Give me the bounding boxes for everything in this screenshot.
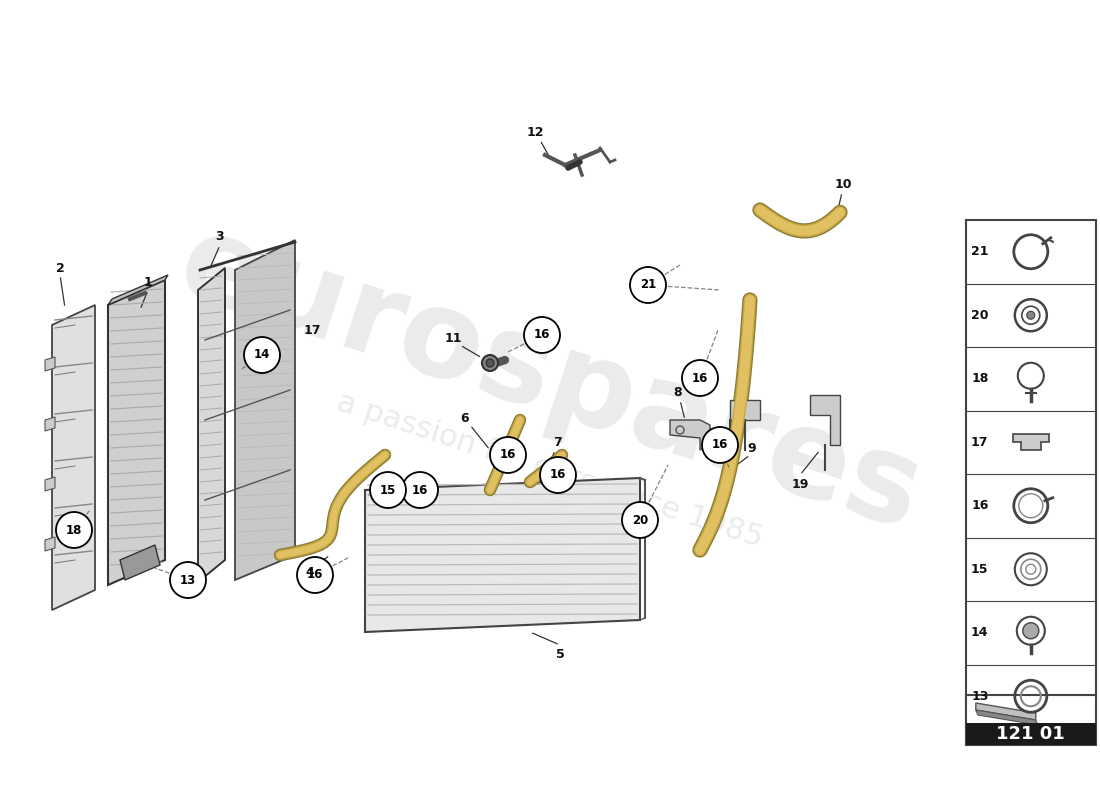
Text: 18: 18 [66, 523, 82, 537]
Text: a passion for cars since 1985: a passion for cars since 1985 [333, 387, 767, 553]
Text: 121 01: 121 01 [997, 725, 1065, 743]
Bar [966, 220, 1096, 728]
Polygon shape [976, 710, 1037, 725]
Text: 18: 18 [971, 372, 989, 386]
Text: 1: 1 [144, 275, 153, 289]
Text: 21: 21 [640, 278, 656, 291]
Polygon shape [45, 477, 55, 491]
Circle shape [524, 317, 560, 353]
Bar [966, 723, 1096, 745]
Polygon shape [45, 537, 55, 551]
Text: 21: 21 [971, 246, 989, 258]
Polygon shape [120, 545, 160, 580]
Circle shape [402, 472, 438, 508]
Text: 12: 12 [526, 126, 543, 138]
Text: 16: 16 [692, 371, 708, 385]
Text: 2: 2 [56, 262, 65, 274]
Text: 20: 20 [631, 514, 648, 526]
Polygon shape [45, 357, 55, 371]
Circle shape [490, 437, 526, 473]
Text: 16: 16 [534, 329, 550, 342]
Polygon shape [976, 703, 1036, 720]
Text: 17: 17 [304, 323, 321, 337]
Text: 17: 17 [971, 436, 989, 449]
Text: 8: 8 [673, 386, 682, 398]
Polygon shape [108, 275, 168, 305]
Circle shape [540, 457, 576, 493]
Text: 16: 16 [971, 499, 989, 512]
Polygon shape [810, 395, 840, 445]
Circle shape [486, 359, 494, 367]
Text: 4: 4 [306, 566, 315, 578]
Polygon shape [45, 417, 55, 431]
Text: 14: 14 [254, 349, 271, 362]
Text: 6: 6 [461, 411, 470, 425]
Circle shape [1023, 622, 1038, 638]
Text: 16: 16 [499, 449, 516, 462]
Circle shape [170, 562, 206, 598]
Text: 13: 13 [180, 574, 196, 586]
Text: 10: 10 [834, 178, 851, 191]
Circle shape [702, 427, 738, 463]
Text: 15: 15 [971, 562, 989, 576]
Circle shape [482, 355, 498, 371]
Text: 5: 5 [556, 649, 564, 662]
Circle shape [56, 512, 92, 548]
Text: 14: 14 [971, 626, 989, 639]
Circle shape [370, 472, 406, 508]
Text: eurospares: eurospares [165, 205, 935, 555]
Text: 16: 16 [550, 469, 566, 482]
Text: 15: 15 [379, 483, 396, 497]
Circle shape [621, 502, 658, 538]
Circle shape [1026, 311, 1035, 319]
Polygon shape [1013, 434, 1048, 450]
Circle shape [682, 360, 718, 396]
Text: 20: 20 [971, 309, 989, 322]
Polygon shape [670, 420, 710, 450]
Text: 9: 9 [748, 442, 757, 454]
Circle shape [297, 557, 333, 593]
Bar [966, 695, 1096, 745]
Polygon shape [108, 280, 165, 585]
Polygon shape [730, 400, 760, 420]
Text: 16: 16 [712, 438, 728, 451]
Text: 16: 16 [411, 483, 428, 497]
Polygon shape [235, 240, 295, 580]
Text: 7: 7 [553, 437, 562, 450]
Text: 16: 16 [307, 569, 323, 582]
Text: 3: 3 [216, 230, 224, 243]
Circle shape [244, 337, 280, 373]
Polygon shape [365, 478, 640, 632]
Circle shape [630, 267, 666, 303]
Text: 19: 19 [791, 478, 808, 490]
Polygon shape [198, 268, 226, 582]
Text: 11: 11 [444, 331, 462, 345]
Polygon shape [52, 305, 95, 610]
Text: 13: 13 [971, 690, 989, 702]
